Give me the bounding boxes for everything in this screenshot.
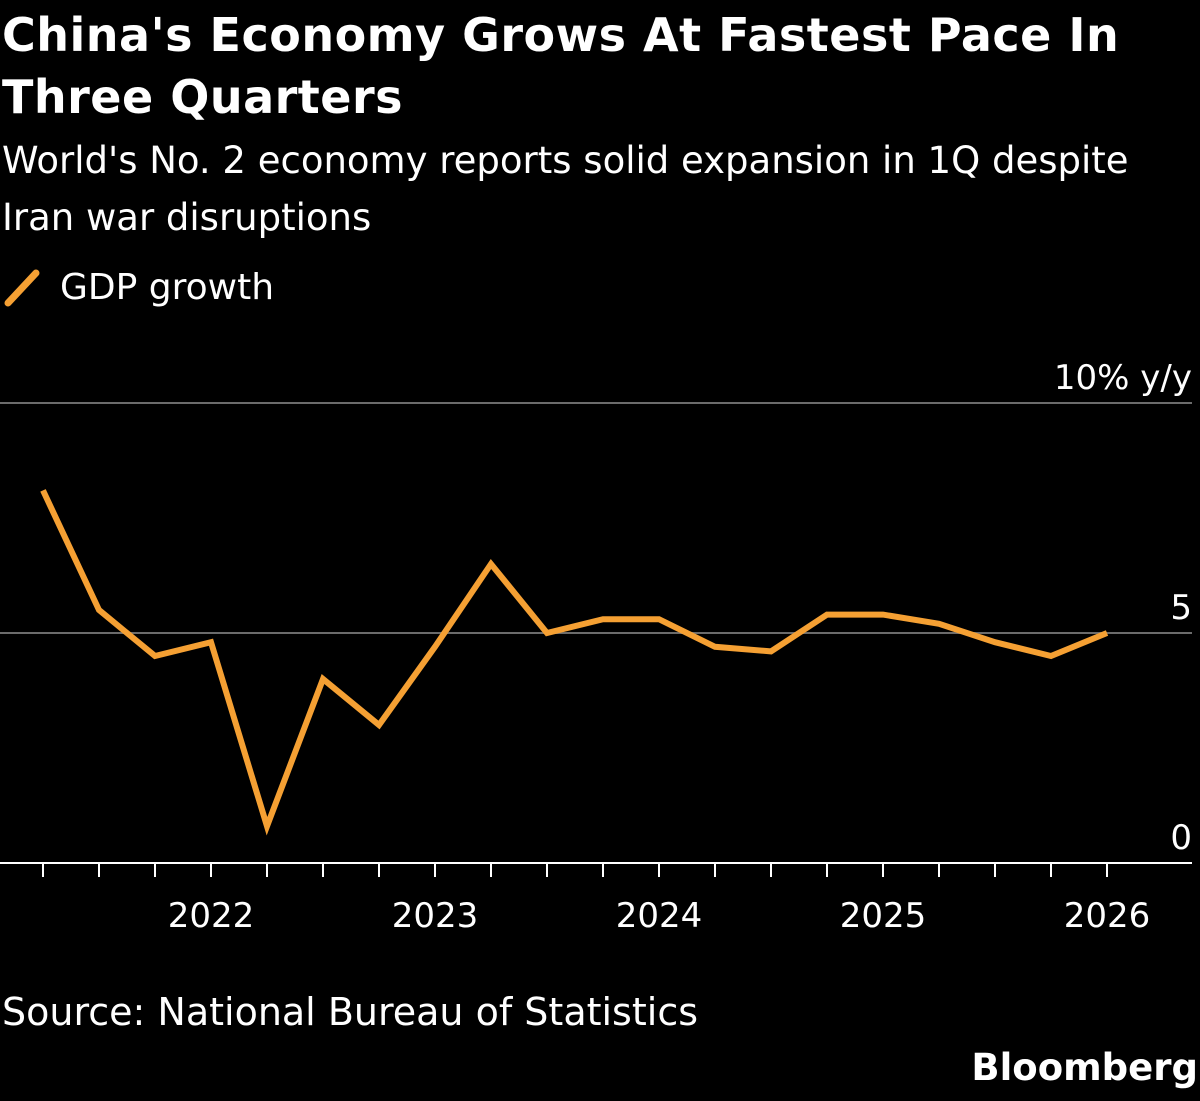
y-tick-label: 5 [1170,588,1192,628]
x-tick-label: 2022 [168,896,255,936]
x-tick-label: 2023 [392,896,479,936]
legend: GDP growth [2,262,274,312]
x-tick-label: 2025 [840,896,927,936]
bloomberg-logo: Bloomberg [971,1046,1198,1089]
y-tick-label: 10% y/y [1054,358,1192,398]
legend-swatch-icon [4,269,40,307]
chart-title: China's Economy Grows At Fastest Pace In… [2,8,1120,124]
x-tick-label: 2024 [616,896,703,936]
legend-label: GDP growth [60,266,275,308]
source-note: Source: National Bureau of Statistics [2,990,699,1034]
x-tick-label: 2026 [1064,896,1151,936]
gdp-growth-line [40,489,1109,836]
y-tick-label: 0 [1170,818,1192,858]
chart-subtitle: World's No. 2 economy reports solid expa… [2,139,1129,239]
